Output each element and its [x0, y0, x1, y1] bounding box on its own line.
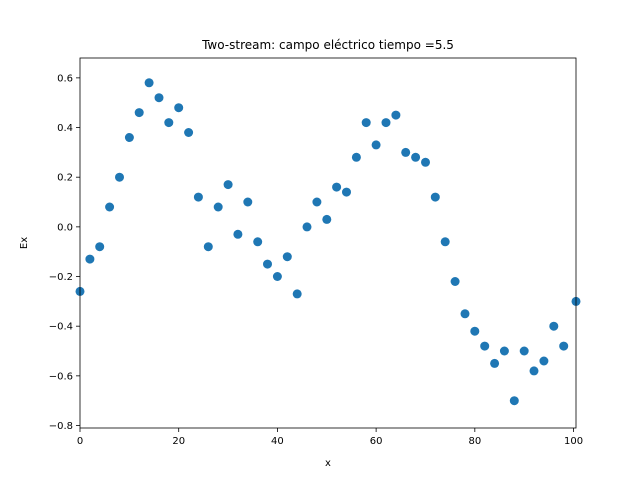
y-tick-label: 0.2 [57, 173, 73, 184]
x-tick-label: 100 [564, 436, 583, 447]
y-axis-label: Ex [19, 237, 30, 249]
scatter-point [263, 259, 272, 269]
scatter-point [371, 140, 381, 150]
scatter-point [233, 229, 243, 239]
scatter-point [490, 358, 500, 368]
x-tick-label: 0 [77, 436, 83, 447]
scatter-point [519, 346, 529, 356]
y-tick-label: −0.6 [49, 371, 73, 382]
scatter-point [421, 157, 430, 167]
y-tick-label: 0.6 [57, 73, 73, 84]
y-tick-label: −0.2 [49, 272, 73, 283]
chart-title: Two-stream: campo eléctrico tiempo =5.5 [201, 38, 454, 52]
scatter-point [549, 321, 559, 331]
scatter-point [351, 152, 361, 162]
scatter-point [144, 78, 154, 88]
scatter-point [243, 197, 253, 207]
scatter-point [85, 254, 95, 264]
scatter-point [332, 182, 342, 192]
scatter-point [154, 93, 164, 103]
scatter-point [124, 133, 134, 142]
scatter-point [184, 128, 194, 137]
scatter-point [312, 197, 322, 207]
scatter-point [539, 356, 549, 366]
scatter-point [115, 172, 124, 182]
x-tick-label: 40 [271, 436, 284, 447]
scatter-point [253, 237, 263, 247]
scatter-point [342, 187, 351, 197]
scatter-point [450, 277, 460, 286]
scatter-points [75, 78, 581, 406]
scatter-point [381, 118, 391, 128]
x-tick-label: 80 [468, 436, 481, 447]
scatter-point [559, 341, 569, 351]
scatter-point [174, 103, 184, 113]
scatter-point [440, 237, 450, 247]
scatter-point [223, 180, 233, 190]
scatter-point [292, 289, 302, 299]
x-tick-label: 60 [370, 436, 383, 447]
scatter-point [509, 396, 519, 406]
scatter-point [529, 366, 539, 376]
scatter-point [193, 192, 203, 202]
scatter-point [282, 252, 292, 262]
scatter-point [164, 118, 174, 128]
scatter-point [480, 341, 490, 351]
scatter-point [322, 214, 332, 224]
scatter-point [105, 202, 115, 212]
scatter-point [411, 152, 421, 162]
scatter-point [391, 110, 401, 120]
scatter-point [302, 222, 312, 232]
scatter-point [401, 147, 411, 157]
plot-frame [79, 57, 577, 429]
y-tick-label: −0.8 [49, 421, 73, 432]
x-axis-label: x [325, 458, 331, 469]
y-tick-label: 0.0 [57, 222, 73, 233]
scatter-point [95, 242, 105, 252]
x-tick-label: 20 [172, 436, 185, 447]
scatter-point [213, 202, 223, 212]
scatter-point [203, 242, 213, 252]
scatter-point [460, 309, 470, 319]
scatter-point [470, 326, 480, 336]
scatter-point [272, 272, 282, 281]
scatter-point [430, 192, 440, 202]
scatter-point [499, 346, 509, 356]
y-tick-label: 0.4 [57, 123, 73, 134]
y-tick-label: −0.4 [49, 322, 73, 333]
scatter-point [361, 118, 371, 128]
axis-ticks: 0 20 40 60 80 100 −0.8 −0.6 −0.4 −0.2 0.0 0.2 0.4 0.6 [49, 73, 583, 447]
scatter-point [134, 108, 144, 118]
